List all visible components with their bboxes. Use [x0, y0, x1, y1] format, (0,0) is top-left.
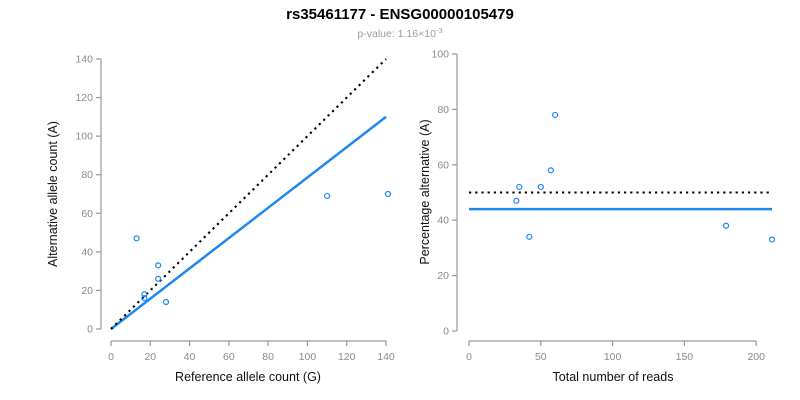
- pvalue-subtitle: p-value: 1.16×10-3: [0, 26, 800, 40]
- y-tick-label: 40: [437, 215, 449, 227]
- y-tick-label: 120: [75, 92, 93, 104]
- pvalue-base: p-value: 1.16×10: [357, 28, 436, 40]
- y-tick-label: 100: [431, 49, 449, 61]
- data-point: [384, 190, 392, 198]
- allele-count-scatter: 0 20 40 60 80 100 120 140 0 20 40 60 80 100 120 140 Refe…: [46, 54, 395, 385]
- fit-line: [110, 115, 387, 330]
- x-tick-label: 60: [223, 351, 235, 363]
- x-tick-label: 140: [377, 351, 395, 363]
- x-tick-label: 0: [466, 351, 472, 363]
- data-point: [323, 192, 331, 200]
- y-axis-title: Alternative allele count (A): [46, 121, 60, 267]
- x-tick-label: 150: [676, 351, 694, 363]
- data-point: [162, 298, 170, 306]
- data-point: [547, 167, 554, 174]
- y-tick-label: 0: [443, 326, 449, 338]
- data-point: [537, 183, 544, 191]
- data-point: [141, 291, 148, 298]
- data-point: [552, 111, 559, 119]
- x-tick-label: 40: [184, 351, 196, 363]
- y-tick-label: 0: [87, 324, 93, 336]
- y-tick-label: 80: [437, 104, 449, 116]
- y-tick-label: 60: [81, 208, 93, 220]
- x-axis-title: Reference allele count (G): [175, 370, 321, 384]
- data-point: [526, 233, 533, 240]
- y-tick-label: 40: [81, 246, 93, 258]
- x-tick-label: 20: [144, 351, 156, 363]
- y-axis-title: Percentage alternative (A): [418, 119, 432, 264]
- y-tick-label: 20: [81, 285, 93, 297]
- x-tick-label: 50: [535, 351, 547, 363]
- x-tick-label: 120: [338, 351, 356, 363]
- x-tick-label: 100: [299, 351, 317, 363]
- y-tick-label: 20: [437, 270, 449, 282]
- pvalue-exponent: -3: [435, 26, 443, 35]
- x-tick-label: 200: [747, 351, 765, 363]
- identity-line: [110, 58, 387, 330]
- x-axis-title: Total number of reads: [553, 370, 674, 384]
- data-point: [768, 236, 776, 243]
- x-tick-label: 0: [108, 351, 114, 363]
- page-title: rs35461177 - ENSG00000105479: [286, 6, 514, 23]
- data-point: [133, 235, 140, 242]
- y-tick-label: 80: [81, 169, 93, 181]
- data-point: [155, 275, 162, 282]
- y-tick-label: 100: [75, 131, 93, 143]
- data-point: [513, 197, 520, 204]
- y-tick-label: 140: [75, 54, 93, 66]
- y-tick-label: 60: [437, 159, 449, 171]
- data-point: [516, 183, 523, 191]
- data-point: [722, 222, 730, 229]
- data-point: [141, 295, 148, 302]
- percentage-scatter: 0 20 40 60 80 100 0 50 100 150 200 Total number of …: [418, 49, 776, 384]
- data-point: [155, 262, 162, 269]
- x-tick-label: 80: [262, 351, 274, 363]
- x-tick-label: 100: [604, 351, 622, 363]
